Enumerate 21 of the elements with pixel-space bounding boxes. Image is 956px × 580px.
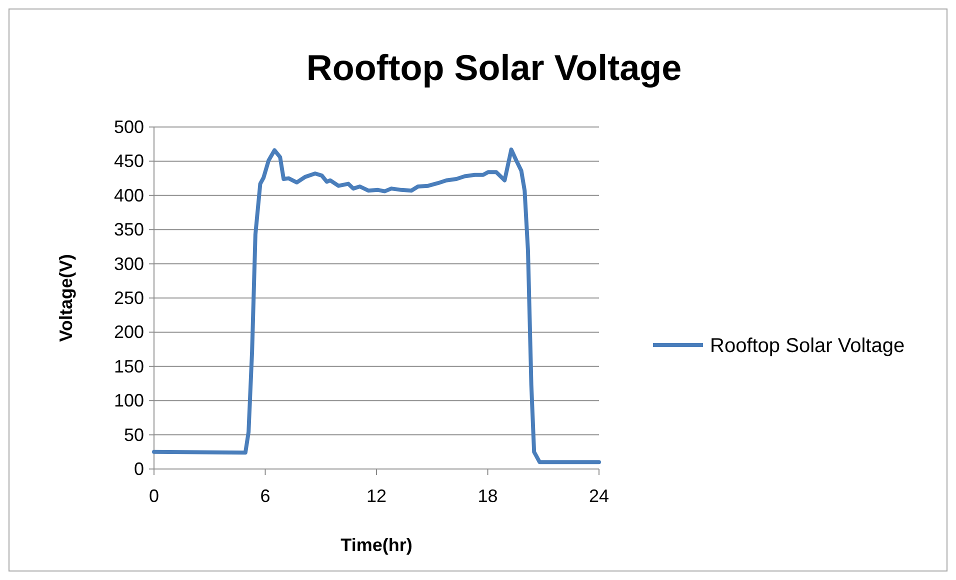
- y-tick-label: 400: [114, 185, 144, 206]
- y-tick-label: 100: [114, 390, 144, 411]
- x-tick-label: 0: [148, 486, 160, 506]
- x-axis-title: Time(hr): [340, 535, 412, 555]
- y-tick-label: 450: [114, 151, 144, 172]
- y-tick-label: 300: [114, 254, 144, 274]
- y-tick-label: 250: [114, 288, 144, 308]
- y-tick-label: 50: [124, 424, 144, 445]
- chart-title: Rooftop Solar Voltage: [306, 47, 682, 88]
- x-tick-label: 24: [588, 486, 610, 506]
- y-tick-label: 500: [114, 117, 144, 137]
- legend-label: Rooftop Solar Voltage: [710, 335, 905, 357]
- line-series: [152, 148, 601, 464]
- y-tick-label: 200: [114, 322, 144, 342]
- x-tick-label: 18: [478, 486, 498, 506]
- y-tick-label: 150: [114, 356, 144, 376]
- y-tick-label: 350: [114, 220, 144, 240]
- y-axis-title: Voltage(V): [56, 254, 76, 342]
- x-tick-label: 12: [366, 486, 387, 506]
- x-tick-label: 6: [260, 486, 270, 506]
- y-tick-label: 0: [134, 459, 144, 479]
